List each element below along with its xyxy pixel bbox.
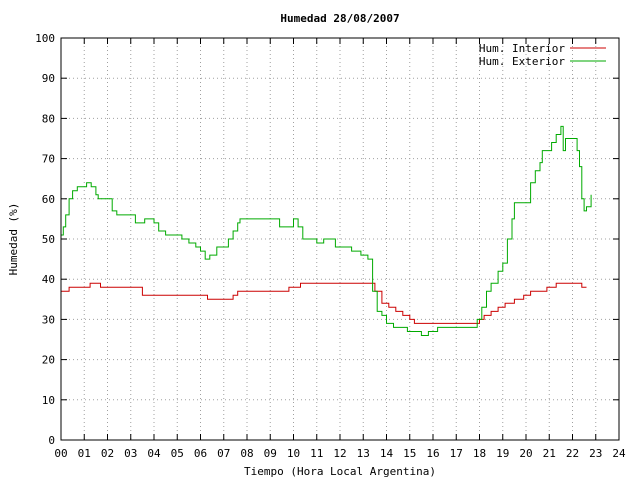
- x-tick-label: 22: [566, 447, 579, 460]
- series-line-interior: [61, 282, 587, 324]
- y-tick-label: 100: [35, 32, 55, 45]
- x-tick-label: 23: [589, 447, 602, 460]
- x-tick-label: 00: [54, 447, 67, 460]
- y-tick-label: 0: [48, 434, 55, 447]
- x-tick-label: 02: [101, 447, 114, 460]
- legend-label: Hum. Exterior: [479, 55, 565, 68]
- y-tick-label: 70: [42, 153, 55, 166]
- x-tick-label: 12: [333, 447, 346, 460]
- grid-lines: [61, 38, 619, 440]
- x-tick-label: 03: [124, 447, 137, 460]
- series-layer: [61, 125, 592, 336]
- y-tick-label: 30: [42, 313, 55, 326]
- x-tick-label: 07: [217, 447, 230, 460]
- x-tick-label: 15: [403, 447, 416, 460]
- x-tick-label: 13: [357, 447, 370, 460]
- x-tick-label: 19: [496, 447, 509, 460]
- y-tick-label: 40: [42, 273, 55, 286]
- x-tick-label: 05: [171, 447, 184, 460]
- y-tick-label: 20: [42, 354, 55, 367]
- y-tick-label: 60: [42, 193, 55, 206]
- x-axis-label: Tiempo (Hora Local Argentina): [244, 465, 436, 478]
- y-tick-label: 10: [42, 394, 55, 407]
- x-tick-label: 16: [426, 447, 439, 460]
- x-tick-label: 20: [519, 447, 532, 460]
- x-tick-label: 08: [240, 447, 253, 460]
- x-tick-label: 04: [147, 447, 161, 460]
- x-tick-label: 01: [78, 447, 91, 460]
- x-tick-label: 18: [473, 447, 486, 460]
- legend-label: Hum. Interior: [479, 42, 565, 55]
- x-tick-label: 06: [194, 447, 207, 460]
- y-tick-label: 90: [42, 72, 55, 85]
- x-tick-label: 24: [612, 447, 626, 460]
- y-tick-label: 80: [42, 112, 55, 125]
- x-tick-label: 21: [543, 447, 556, 460]
- x-tick-label: 17: [450, 447, 463, 460]
- x-tick-label: 11: [310, 447, 323, 460]
- chart-title: Humedad 28/08/2007: [280, 12, 399, 25]
- x-tick-label: 10: [287, 447, 300, 460]
- y-axis-label: Humedad (%): [7, 203, 20, 276]
- axis-ticks: 00 01 02 03 04 05 06 07 08 09 10 11 12 13 14 15 16 17 18 19…: [35, 32, 626, 460]
- x-tick-label: 14: [380, 447, 394, 460]
- x-tick-label: 09: [264, 447, 277, 460]
- y-tick-label: 50: [42, 233, 55, 246]
- series-line-exterior: [61, 125, 592, 336]
